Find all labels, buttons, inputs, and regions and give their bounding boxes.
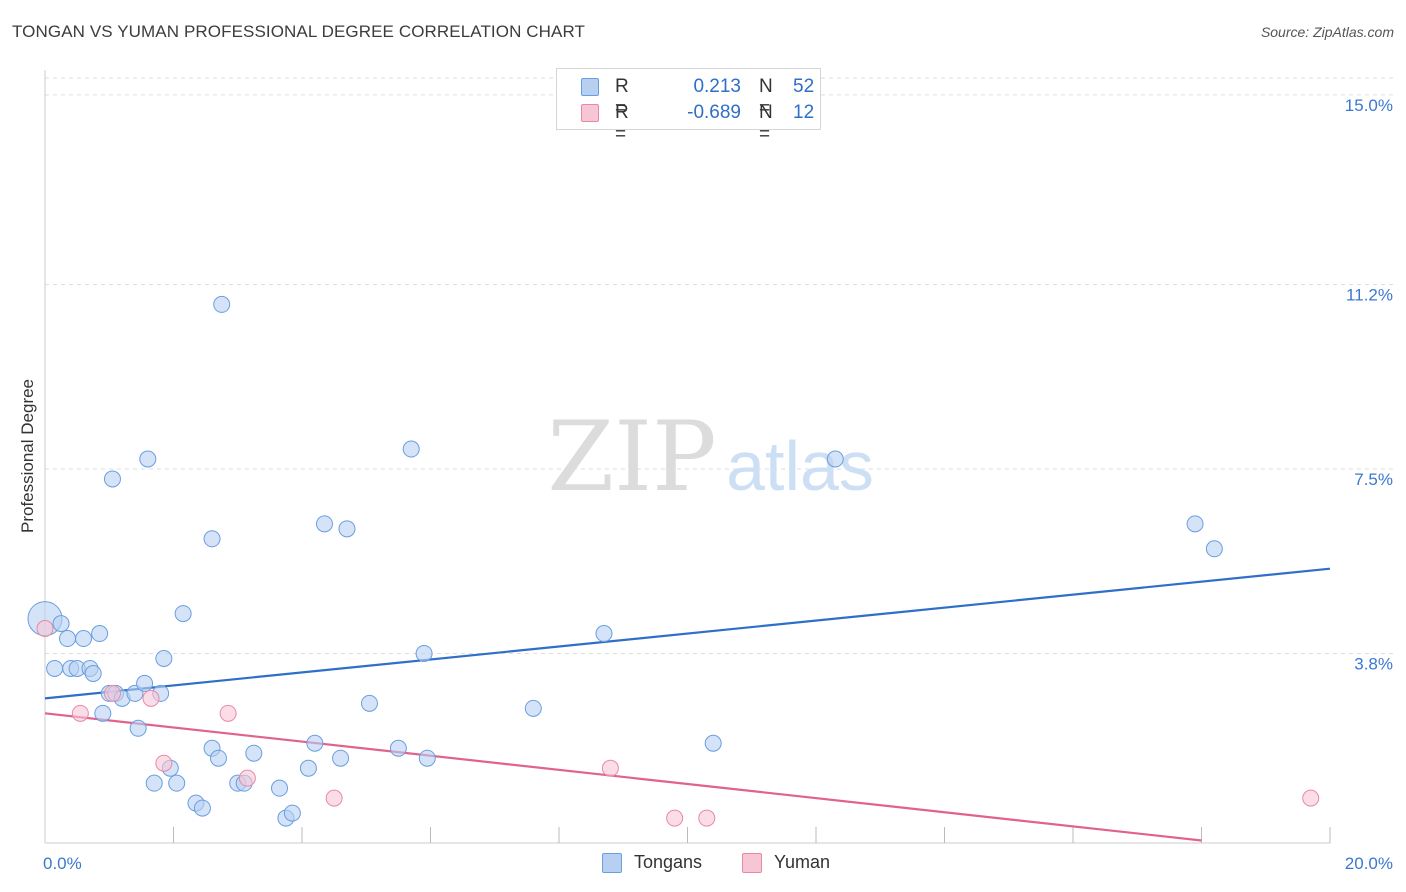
data-point-tongans <box>415 644 433 662</box>
data-point-yuman <box>1302 789 1320 807</box>
data-point-tongans <box>306 734 324 752</box>
data-point-tongans <box>283 804 301 822</box>
data-point-tongans <box>389 739 407 757</box>
data-point-tongans <box>209 749 227 767</box>
data-point-yuman <box>103 684 121 702</box>
data-point-tongans <box>103 470 121 488</box>
data-point-tongans <box>139 450 157 468</box>
legend-r-value: -0.689 <box>687 102 741 123</box>
legend-swatch-yuman <box>581 104 599 122</box>
data-point-tongans <box>338 520 356 538</box>
legend-swatch-tongans <box>581 78 599 96</box>
legend-swatch-tongans <box>602 853 622 873</box>
data-point-yuman <box>142 689 160 707</box>
trend-lines <box>44 567 1331 842</box>
data-point-tongans <box>299 759 317 777</box>
legend-r-label: R = <box>615 102 629 145</box>
data-point-tongans <box>193 799 211 817</box>
data-point-tongans <box>168 774 186 792</box>
data-point-tongans <box>129 719 147 737</box>
y-tick-label: 11.2% <box>1346 285 1393 304</box>
data-point-tongans <box>52 615 70 633</box>
legend-label-yuman: Yuman <box>774 852 831 872</box>
data-point-tongans <box>58 630 76 648</box>
chart-title: TONGAN VS YUMAN PROFESSIONAL DEGREE CORR… <box>12 22 586 41</box>
data-point-tongans <box>145 774 163 792</box>
stats-legend: R = 0.213 N = 52 R = -0.689 N = 12 <box>556 68 821 145</box>
legend-n-label: N = <box>759 76 773 119</box>
chart-source: Source: ZipAtlas.com <box>1260 24 1394 40</box>
data-points <box>27 295 1320 827</box>
data-point-yuman <box>325 789 343 807</box>
data-point-yuman <box>238 769 256 787</box>
grid-lines <box>45 77 1395 654</box>
data-point-tongans <box>174 605 192 623</box>
data-point-tongans <box>1205 540 1223 558</box>
data-point-tongans <box>155 649 173 667</box>
data-point-tongans <box>75 630 93 648</box>
data-point-tongans <box>1186 515 1204 533</box>
data-point-tongans <box>245 744 263 762</box>
data-point-yuman <box>666 809 684 827</box>
y-tick-label: 15.0% <box>1345 96 1393 115</box>
legend-label-tongans: Tongans <box>634 852 703 872</box>
data-point-tongans <box>213 295 231 313</box>
data-point-tongans <box>46 659 64 677</box>
trend-line-yuman <box>44 712 1202 842</box>
data-point-tongans <box>704 734 722 752</box>
legend-n-value: 52 <box>793 76 815 97</box>
x-tick-label: 0.0% <box>43 854 82 873</box>
data-point-tongans <box>84 664 102 682</box>
tick-labels: 3.8% 7.5% 11.2% 15.0% 0.0% 20.0% <box>43 96 1393 873</box>
axes <box>44 70 1331 844</box>
legend-r-label: R = <box>615 76 629 119</box>
legend-n-label: N = <box>759 102 773 145</box>
data-point-yuman <box>36 620 54 638</box>
legend-r-value: 0.213 <box>693 76 741 97</box>
data-point-tongans <box>524 699 542 717</box>
data-point-yuman <box>698 809 716 827</box>
data-point-tongans <box>136 674 154 692</box>
x-tick-label: 20.0% <box>1345 854 1393 873</box>
data-point-tongans <box>360 694 378 712</box>
legend-n-value: 12 <box>793 102 815 123</box>
data-point-tongans <box>826 450 844 468</box>
data-point-tongans <box>94 704 112 722</box>
data-point-tongans <box>595 625 613 643</box>
data-point-tongans <box>418 749 436 767</box>
data-point-tongans <box>402 440 420 458</box>
legend-swatch-yuman <box>742 853 762 873</box>
data-point-tongans <box>91 625 109 643</box>
data-point-yuman <box>71 704 89 722</box>
y-tick-label: 3.8% <box>1354 654 1393 673</box>
data-point-tongans <box>332 749 350 767</box>
data-point-yuman <box>601 759 619 777</box>
trend-line-tongans <box>44 567 1331 700</box>
watermark-atlas: atlas <box>726 427 874 505</box>
data-point-yuman <box>219 704 237 722</box>
data-point-tongans <box>271 779 289 797</box>
data-point-tongans <box>315 515 333 533</box>
data-point-yuman <box>155 754 173 772</box>
watermark-zip: ZIP <box>547 401 716 513</box>
y-tick-label: 7.5% <box>1354 470 1393 489</box>
data-point-tongans <box>203 530 221 548</box>
